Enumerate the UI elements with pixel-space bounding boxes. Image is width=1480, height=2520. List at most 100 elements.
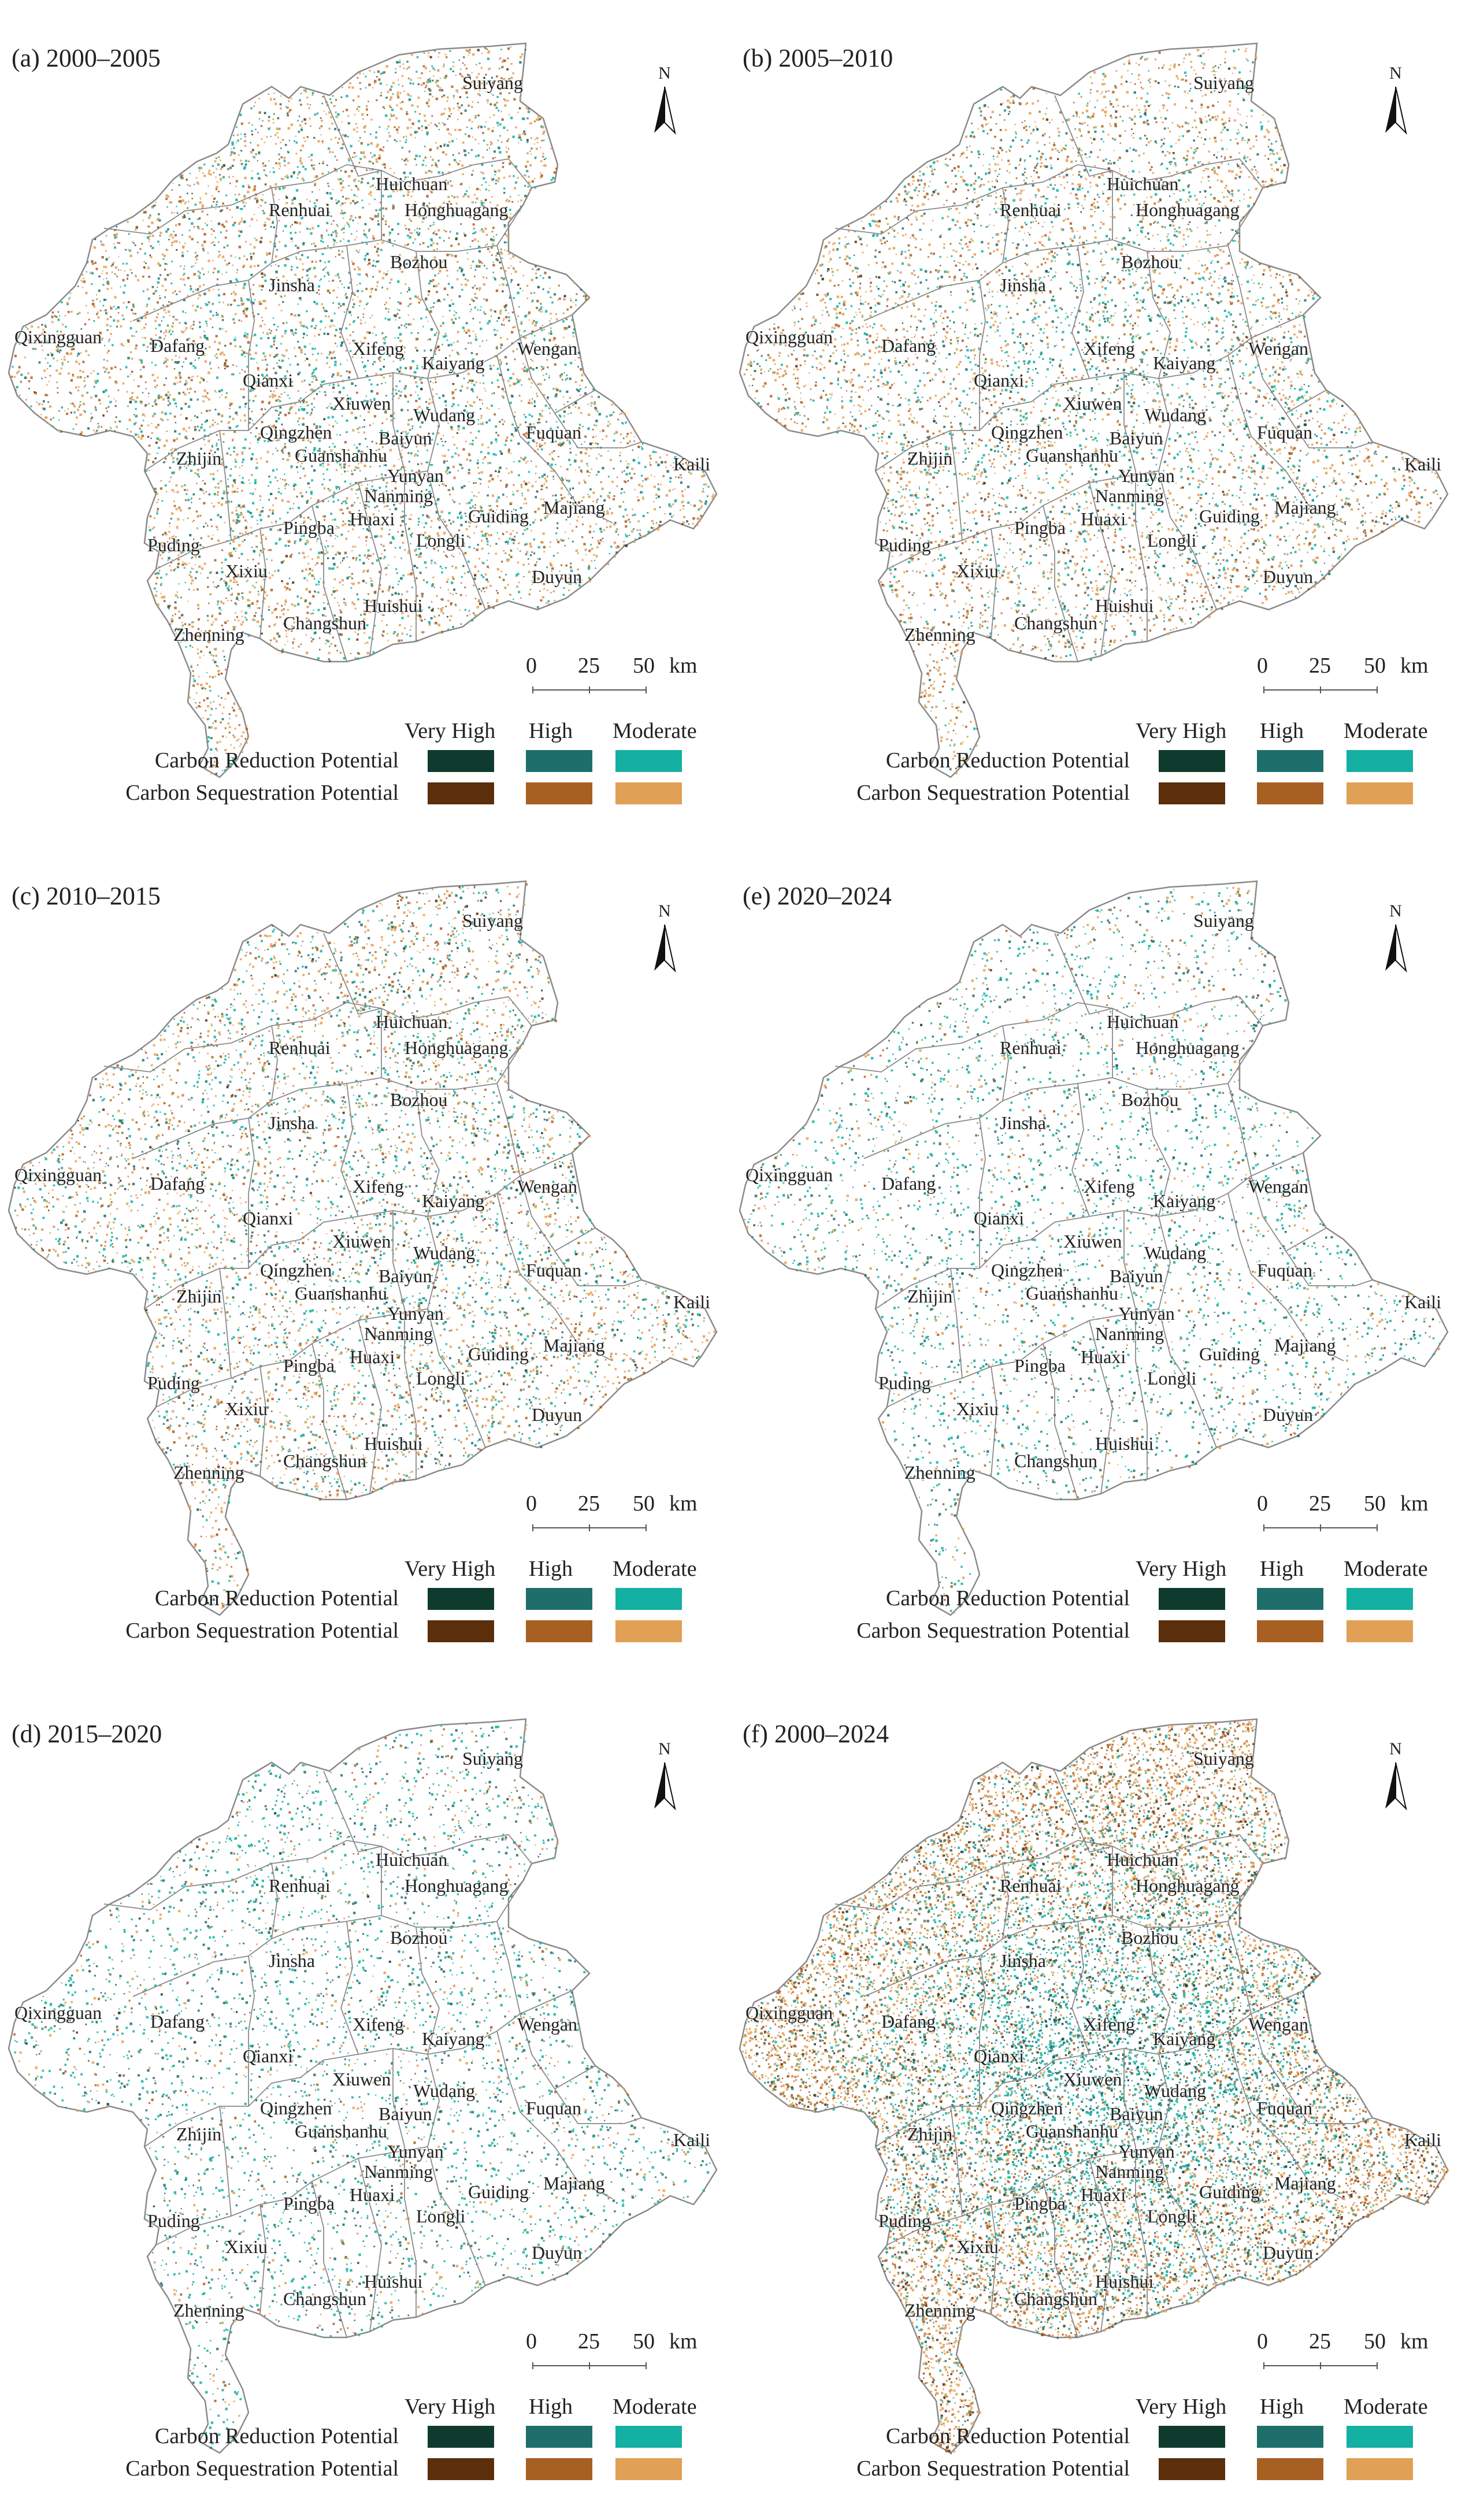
legend-level-label: High bbox=[529, 2394, 573, 2419]
legend-swatch bbox=[526, 1620, 592, 1642]
scale-tick-label: 0 bbox=[1257, 1491, 1268, 1516]
place-label: Qianxi bbox=[974, 1208, 1024, 1229]
legend-swatch bbox=[428, 750, 494, 772]
legend-row-label: Carbon Sequestration Potential bbox=[856, 780, 1130, 806]
place-label: Wengan bbox=[1248, 1176, 1308, 1197]
place-label: Xixiu bbox=[956, 2236, 999, 2258]
county-boundaries bbox=[834, 1771, 1373, 2338]
scale-tick-label: 25 bbox=[578, 1491, 600, 1516]
scale-tick-label: 0 bbox=[526, 1491, 537, 1516]
place-label: Guiding bbox=[468, 2181, 529, 2203]
place-label: Xixiu bbox=[225, 1398, 268, 1420]
scale-tick-label: 50 bbox=[1364, 653, 1386, 678]
place-label: Renhuai bbox=[1000, 1875, 1062, 1897]
legend-swatch bbox=[1347, 2426, 1413, 2448]
place-label: Majiang bbox=[543, 1335, 605, 1356]
legend-swatch bbox=[615, 1588, 682, 1610]
place-label: Huichuan bbox=[376, 1849, 447, 1870]
place-label: Jinsha bbox=[269, 1112, 315, 1134]
legend-swatch bbox=[526, 2458, 592, 2480]
legend-level-label: Moderate bbox=[1344, 1556, 1428, 1582]
place-label: Puding bbox=[878, 1372, 931, 1394]
legend-level-label: High bbox=[529, 1556, 573, 1582]
place-label: Longli bbox=[1147, 1368, 1196, 1389]
north-arrow-icon: N bbox=[1378, 64, 1413, 139]
place-label: Changshun bbox=[283, 613, 366, 634]
place-label: Qixingguan bbox=[745, 2002, 833, 2024]
place-label: Yunyan bbox=[387, 1303, 444, 1324]
place-label: Guiding bbox=[1199, 1343, 1260, 1365]
place-label: Wudang bbox=[1144, 2080, 1206, 2102]
legend-level-label: High bbox=[529, 718, 573, 744]
county-boundaries bbox=[834, 933, 1373, 1500]
legend-level-label: Very High bbox=[1136, 1556, 1226, 1582]
place-label: Huishui bbox=[1095, 1433, 1153, 1454]
place-label: Yunyan bbox=[1118, 465, 1175, 487]
legend-level-label: Moderate bbox=[613, 718, 697, 744]
legend-row-label: Carbon Reduction Potential bbox=[155, 2423, 399, 2449]
place-label: Wudang bbox=[413, 1242, 475, 1264]
place-label: Guiding bbox=[468, 1343, 529, 1365]
place-label: Bozhou bbox=[1121, 1927, 1179, 1949]
place-label: Nanming bbox=[364, 485, 433, 507]
panel-title: (a) 2000–2005 bbox=[12, 43, 161, 73]
place-label: Suiyang bbox=[1193, 72, 1254, 94]
legend-level-label: Very High bbox=[405, 1556, 495, 1582]
map-panel-f: (f) 2000–2024 Suiyang Huichuan Renhuai Hongh… bbox=[731, 1708, 1459, 2517]
legend-swatch bbox=[1159, 1620, 1225, 1642]
place-label: Jinsha bbox=[269, 274, 315, 296]
place-label: Duyun bbox=[1263, 1404, 1313, 1426]
scale-bar: 0 25 50 km bbox=[1251, 653, 1429, 699]
legend-level-label: High bbox=[1260, 2394, 1304, 2419]
place-label: Kaiyang bbox=[422, 1190, 484, 1212]
place-label: Xifeng bbox=[1084, 338, 1135, 359]
potential-pixels bbox=[13, 1723, 711, 2449]
place-label: Puding bbox=[147, 1372, 200, 1394]
panel-title: (f) 2000–2024 bbox=[743, 1719, 889, 1749]
legend-swatch bbox=[1347, 782, 1413, 804]
north-arrow-icon: N bbox=[647, 1739, 682, 1814]
place-label: Baiyun bbox=[379, 1265, 432, 1287]
place-label: Baiyun bbox=[379, 428, 432, 449]
scale-tick-label: 25 bbox=[578, 2329, 600, 2354]
place-label: Qianxi bbox=[243, 1208, 293, 1229]
legend-row-label: Carbon Sequestration Potential bbox=[856, 2456, 1130, 2481]
panel-title: (b) 2005–2010 bbox=[743, 43, 893, 73]
place-label: Qianxi bbox=[243, 2046, 293, 2067]
map-canvas bbox=[739, 42, 1449, 778]
legend-level-label: Moderate bbox=[1344, 718, 1428, 744]
legend-swatch bbox=[428, 2426, 494, 2448]
legend-row-label: Carbon Reduction Potential bbox=[886, 2423, 1130, 2449]
potential-pixels bbox=[742, 1721, 1449, 2455]
place-label: Pingba bbox=[283, 517, 335, 539]
place-label: Wudang bbox=[1144, 1242, 1206, 1264]
map-canvas bbox=[8, 42, 718, 778]
scale-tick-label: 25 bbox=[1309, 2329, 1331, 2354]
place-label: Fuquan bbox=[1257, 2098, 1312, 2119]
place-label: Huishui bbox=[364, 595, 422, 617]
place-label: Xixiu bbox=[956, 561, 999, 582]
place-label: Kaiyang bbox=[1153, 2028, 1215, 2050]
place-label: Zhijin bbox=[907, 448, 952, 469]
place-label: Suiyang bbox=[462, 1748, 523, 1769]
scale-unit: km bbox=[669, 1491, 698, 1516]
place-label: Kaiyang bbox=[1153, 352, 1215, 374]
place-label: Qingzhen bbox=[260, 422, 332, 443]
legend-swatch bbox=[526, 2426, 592, 2448]
north-arrow-icon: N bbox=[647, 64, 682, 139]
place-label: Wengan bbox=[517, 338, 577, 359]
place-label: Xixiu bbox=[956, 1398, 999, 1420]
legend-level-label: Moderate bbox=[613, 1556, 697, 1582]
place-label: Huichuan bbox=[376, 173, 447, 195]
place-label: Huishui bbox=[364, 2271, 422, 2292]
place-label: Qixingguan bbox=[14, 1164, 102, 1186]
potential-pixels bbox=[11, 46, 715, 775]
legend-swatch bbox=[1257, 782, 1323, 804]
place-label: Wengan bbox=[517, 2014, 577, 2035]
place-label: Puding bbox=[147, 2210, 200, 2232]
scale-tick-label: 25 bbox=[578, 653, 600, 678]
legend-swatch bbox=[1347, 1620, 1413, 1642]
place-label: Longli bbox=[1147, 530, 1196, 551]
place-label: Baiyun bbox=[1110, 1265, 1163, 1287]
place-label: Bozhou bbox=[390, 251, 448, 273]
